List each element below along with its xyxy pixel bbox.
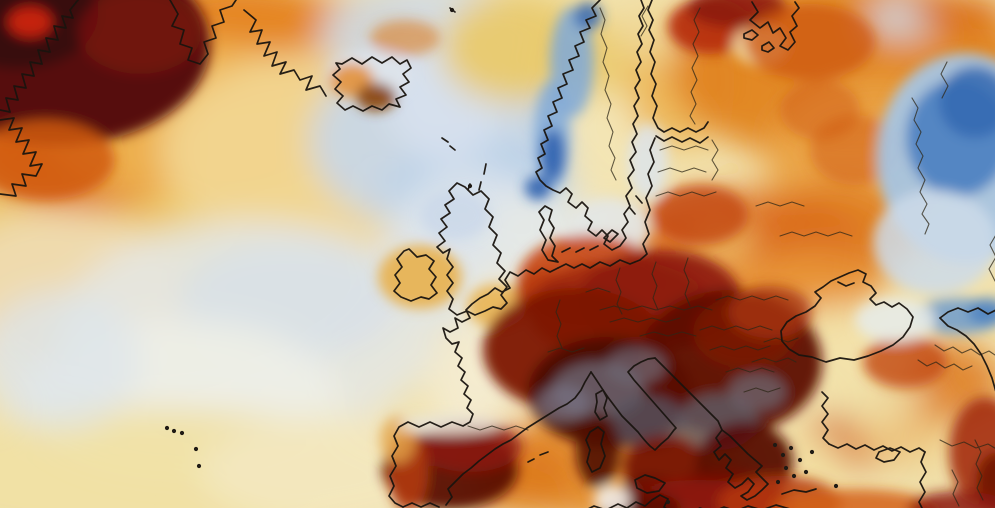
right-margin — [995, 0, 1000, 515]
bottom-margin — [0, 508, 1000, 515]
